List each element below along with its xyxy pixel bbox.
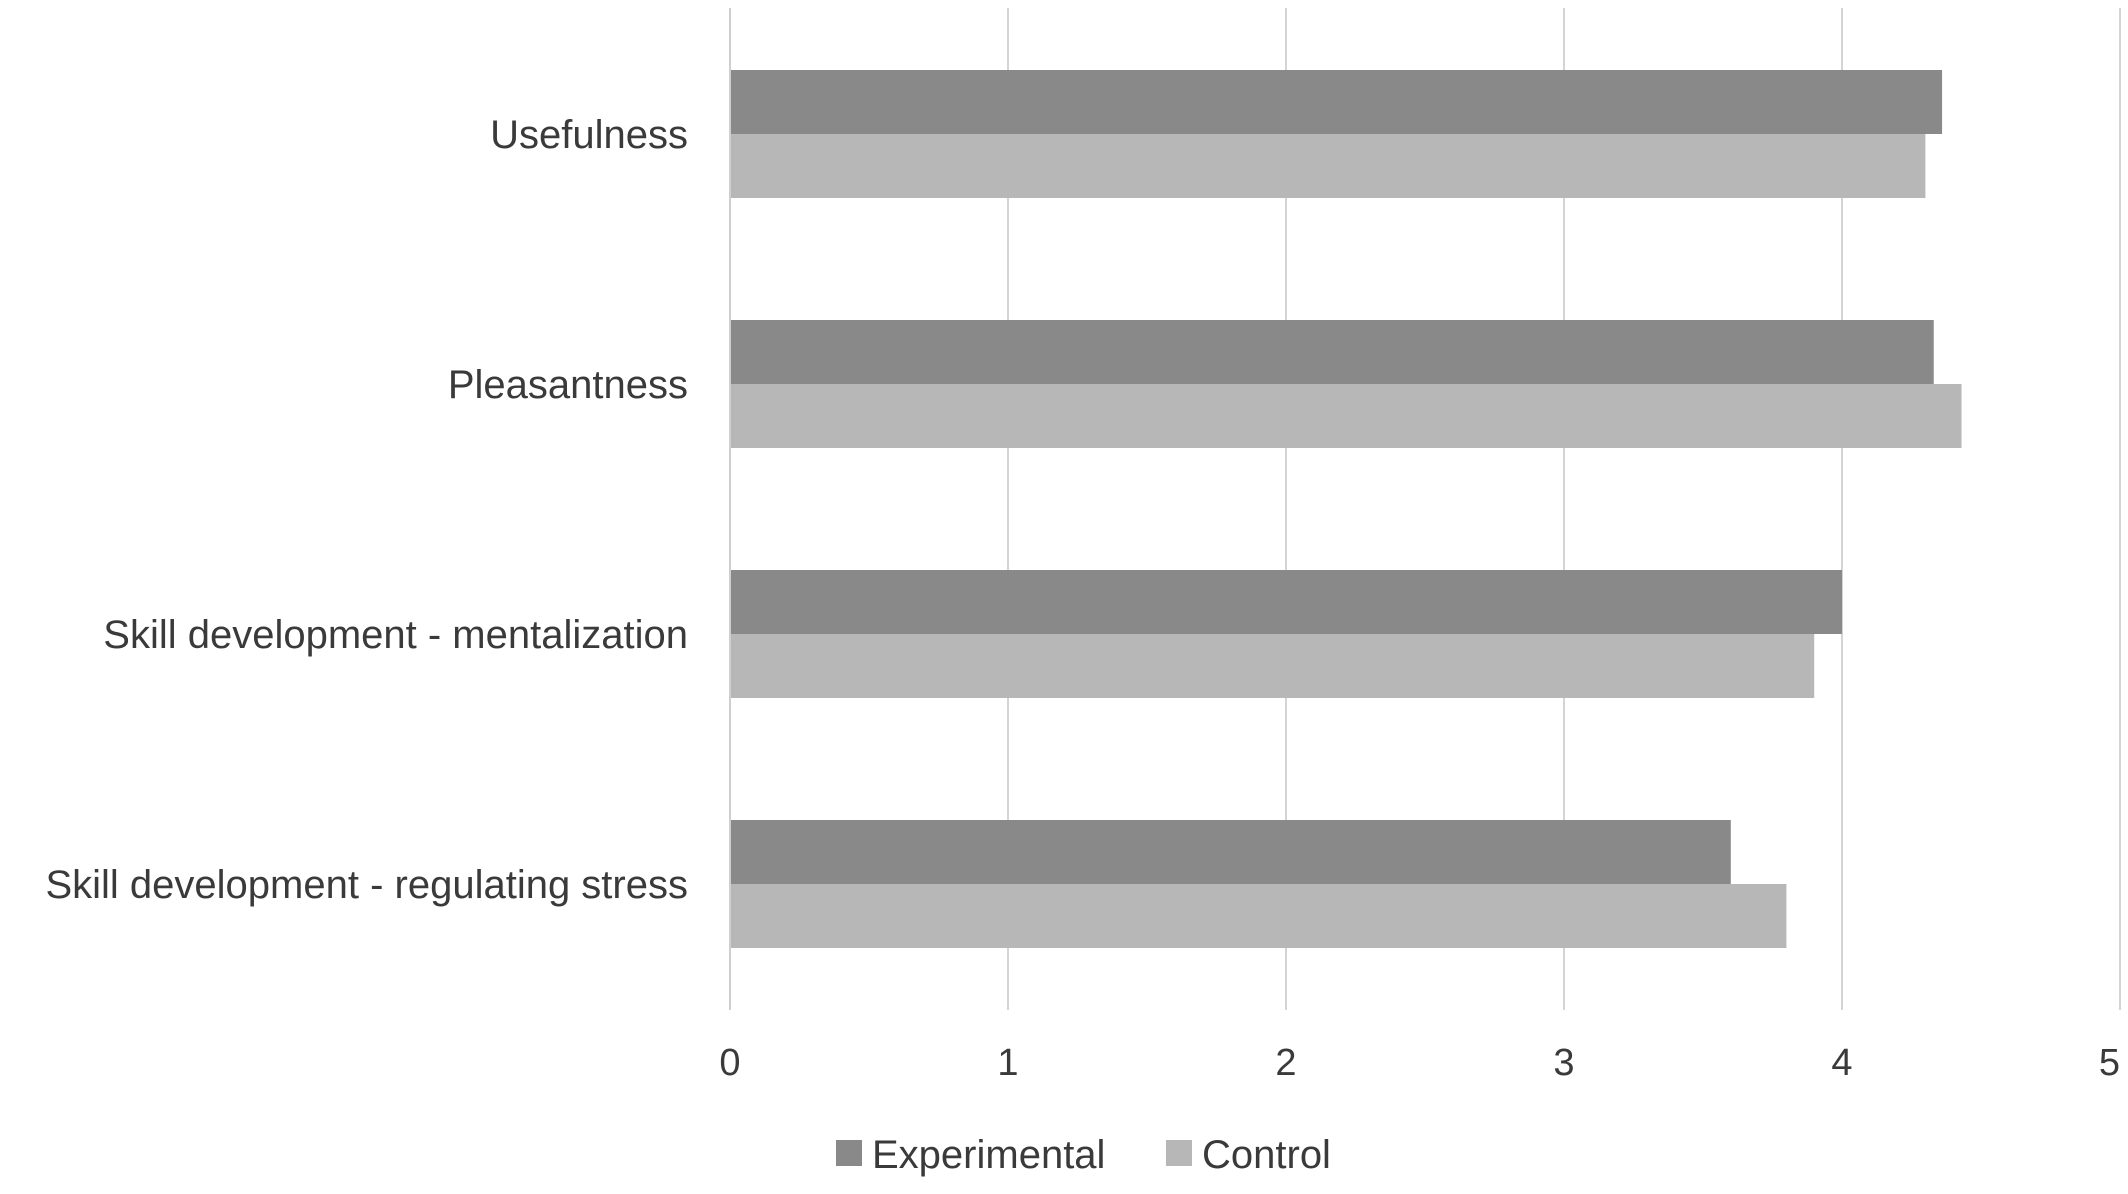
x-tick-label: 2 [1275, 1042, 1296, 1084]
x-tick-labels: 0 1 2 3 4 5 [719, 1042, 2120, 1084]
category-label: Skill development - regulating stress [45, 863, 688, 907]
bars [730, 70, 1962, 948]
category-labels: Usefulness Pleasantness Skill development … [45, 113, 688, 907]
x-tick-label: 0 [719, 1042, 740, 1084]
bar-control [730, 384, 1962, 448]
x-tick-label: 1 [997, 1042, 1018, 1084]
bar-control [730, 634, 1815, 698]
bar-control [730, 884, 1787, 948]
legend-swatch-control [1166, 1140, 1192, 1166]
legend-swatch-experimental [836, 1140, 862, 1166]
x-tick-label: 4 [1831, 1042, 1852, 1084]
bar-experimental [730, 320, 1934, 384]
x-tick-label: 3 [1553, 1042, 1574, 1084]
bar-control [730, 134, 1926, 198]
category-label: Pleasantness [448, 363, 688, 407]
bar-experimental [730, 570, 1842, 634]
legend-label-experimental: Experimental [872, 1133, 1105, 1177]
legend: Experimental Control [836, 1133, 1331, 1177]
bar-experimental [730, 820, 1731, 884]
legend-label-control: Control [1202, 1133, 1331, 1177]
category-label: Usefulness [490, 113, 688, 157]
x-tick-label: 5 [2099, 1042, 2120, 1084]
category-label: Skill development - mentalization [103, 613, 688, 657]
bar-experimental [730, 70, 1943, 134]
